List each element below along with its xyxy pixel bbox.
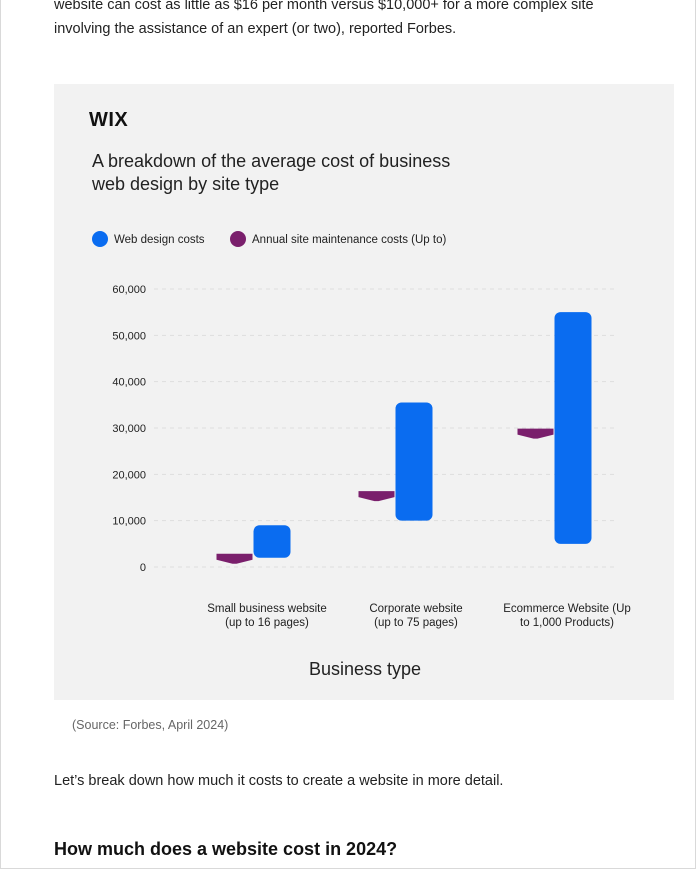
wix-logo: WIX [89, 109, 128, 131]
y-tick-label: 40,000 [112, 377, 146, 389]
gridlines [154, 288, 614, 568]
maintenance-cost-marker [358, 491, 395, 502]
maintenance-cost-marker [216, 553, 253, 564]
x-tick-label: (up to 75 pages) [374, 617, 458, 629]
cost-breakdown-chart: WIX A breakdown of the average cost of b… [89, 109, 631, 679]
chart-legend: Web design costs Annual site maintenance … [92, 231, 446, 247]
chart-marks [216, 312, 592, 564]
y-tick-label: 50,000 [112, 330, 146, 342]
chart-title-line: web design by site type [91, 174, 279, 194]
x-tick-label: Small business website [207, 603, 327, 615]
design-cost-bar [253, 525, 291, 558]
x-tick-label: Ecommerce Website (Up [503, 603, 631, 615]
source-note: (Source: Forbes, April 2024) [72, 718, 229, 732]
legend-swatch-maintenance [230, 231, 246, 247]
legend-label-design: Web design costs [114, 234, 205, 246]
design-cost-bar [554, 312, 592, 544]
maintenance-cost-marker [517, 428, 554, 439]
x-axis-label: Business type [309, 659, 421, 679]
section-heading: How much does a website cost in 2024? [54, 839, 398, 859]
x-tick-label: to 1,000 Products) [520, 617, 614, 629]
y-axis-ticks: 0 10,000 20,000 30,000 40,000 50,000 60,000 [112, 284, 146, 574]
design-cost-bar [395, 402, 433, 521]
chart-title: A breakdown of the average cost of busin… [91, 151, 450, 194]
y-tick-label: 60,000 [112, 284, 146, 296]
body-paragraph: Let’s break down how much it costs to cr… [54, 773, 504, 789]
x-axis-ticks: Small business website (up to 16 pages) Co… [207, 603, 631, 629]
y-tick-label: 10,000 [112, 516, 146, 528]
x-tick-label: (up to 16 pages) [225, 617, 309, 629]
chart-title-line: A breakdown of the average cost of busin… [92, 151, 450, 171]
y-tick-label: 30,000 [112, 423, 146, 435]
legend-label-maintenance: Annual site maintenance costs (Up to) [252, 234, 446, 246]
x-tick-label: Corporate website [369, 603, 462, 615]
y-tick-label: 20,000 [112, 469, 146, 481]
intro-paragraph: website can cost as little as $16 per mo… [54, 0, 594, 37]
legend-swatch-design [92, 231, 108, 247]
chart-figure: WIX A breakdown of the average cost of b… [54, 84, 674, 700]
y-tick-label: 0 [140, 562, 146, 574]
